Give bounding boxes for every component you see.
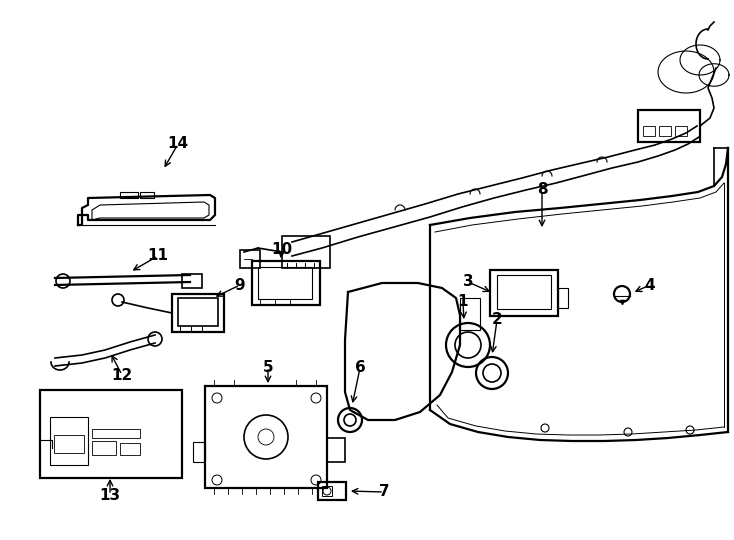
Text: 9: 9	[235, 278, 245, 293]
Bar	[120, 192, 138, 198]
Bar	[205, 386, 327, 488]
Bar	[178, 298, 218, 326]
Bar	[490, 270, 558, 316]
Text: 12: 12	[112, 368, 133, 382]
Text: 5: 5	[263, 360, 273, 375]
Bar	[92, 429, 140, 438]
Text: 8: 8	[537, 183, 548, 198]
Bar	[327, 438, 345, 462]
Bar	[120, 443, 140, 455]
Bar	[282, 236, 330, 268]
Bar	[675, 126, 687, 136]
Bar	[638, 110, 700, 142]
Bar	[318, 482, 346, 500]
Bar	[140, 192, 154, 198]
Bar	[659, 126, 671, 136]
Text: 13: 13	[99, 488, 120, 503]
Text: 4: 4	[644, 278, 655, 293]
Bar	[54, 435, 84, 453]
Bar	[182, 274, 202, 288]
Bar	[322, 486, 332, 496]
Text: 11: 11	[148, 248, 169, 264]
Bar	[240, 250, 260, 268]
Text: 10: 10	[272, 242, 293, 258]
Bar	[258, 267, 312, 299]
Bar	[40, 390, 182, 478]
Text: 7: 7	[379, 484, 389, 500]
Bar	[50, 417, 88, 465]
Text: 1: 1	[458, 294, 468, 309]
Bar	[193, 442, 205, 462]
Bar	[460, 298, 480, 330]
Bar	[92, 441, 116, 455]
Text: 14: 14	[167, 137, 189, 152]
Bar	[252, 261, 320, 305]
Bar	[497, 275, 551, 309]
Text: 2: 2	[492, 313, 502, 327]
Text: 6: 6	[355, 361, 366, 375]
Text: 3: 3	[462, 274, 473, 289]
Bar	[558, 288, 568, 308]
Bar	[643, 126, 655, 136]
Bar	[172, 294, 224, 332]
